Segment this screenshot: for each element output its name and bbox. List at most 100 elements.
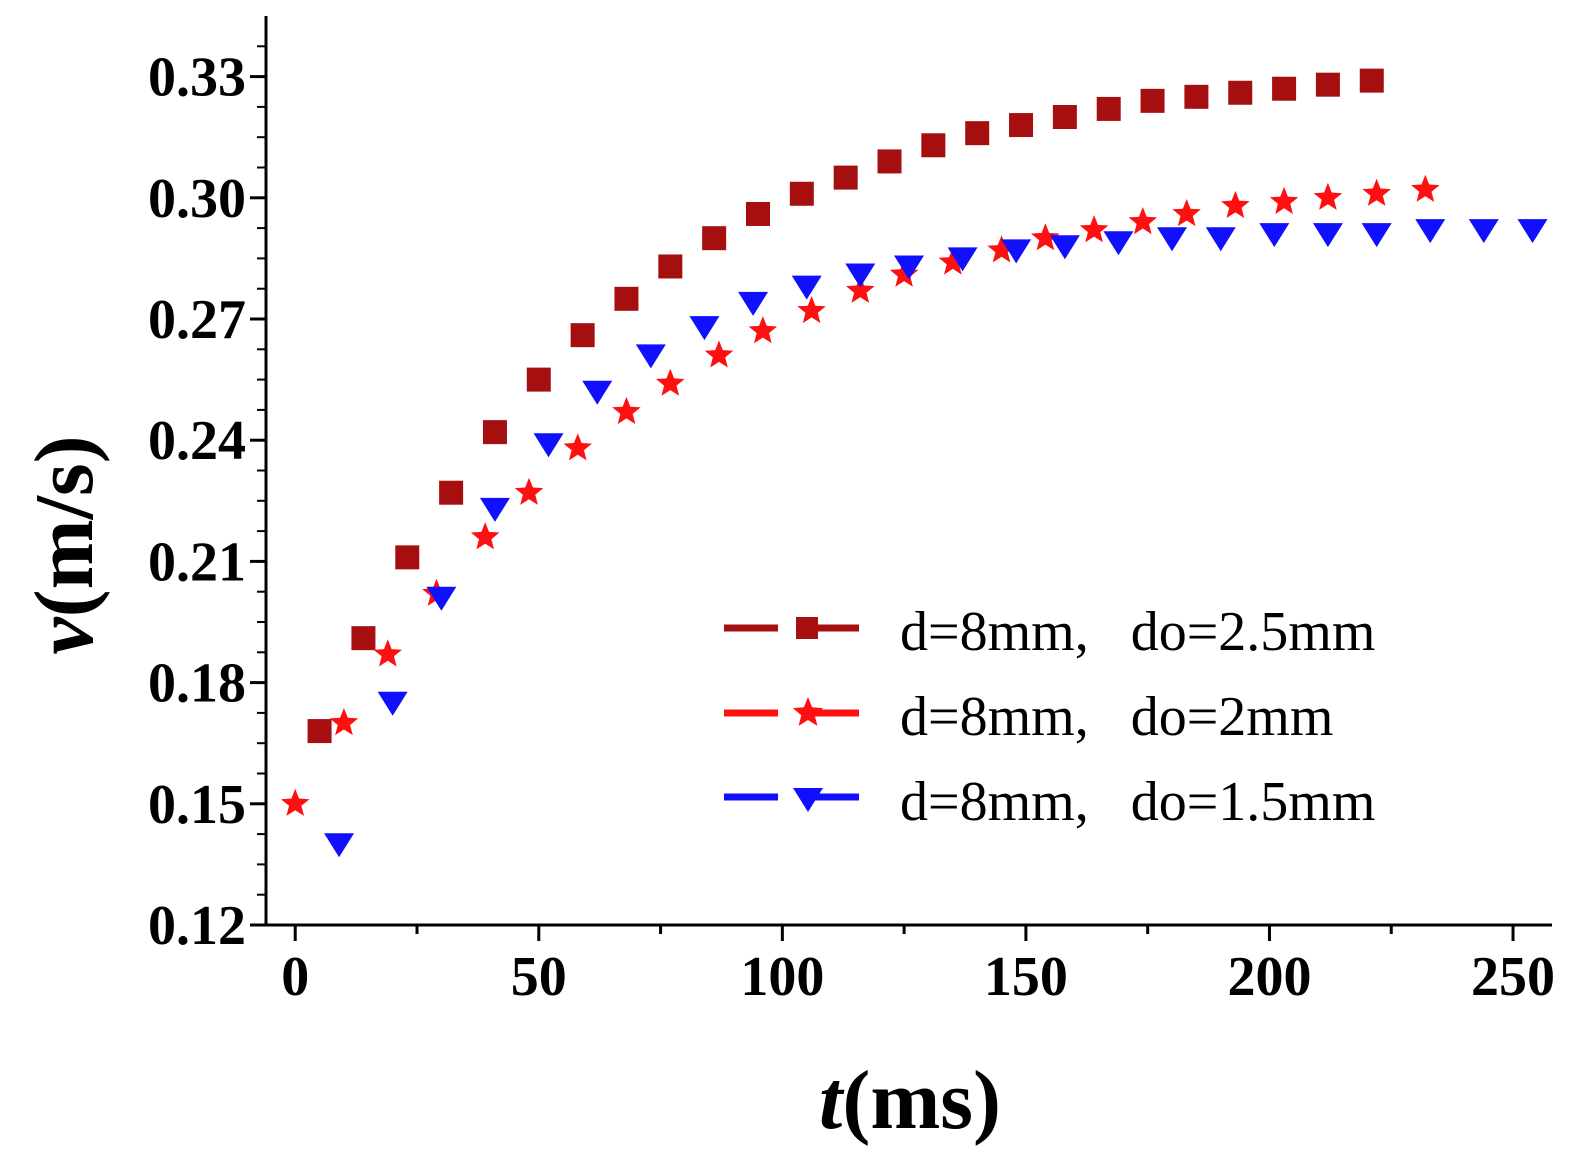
data-point-square	[833, 165, 858, 190]
data-point-triangle	[1001, 239, 1032, 264]
data-point-square	[570, 323, 595, 348]
data-point-square	[482, 420, 507, 445]
data-point-square	[921, 133, 946, 158]
data-point-star	[1221, 190, 1250, 218]
data-point-square	[789, 181, 814, 206]
data-point-star	[1079, 215, 1109, 243]
legend-entry: d=8mm, do=2mm	[724, 686, 1333, 748]
data-point-star	[329, 708, 359, 736]
data-point-square	[1096, 96, 1121, 121]
data-point-square	[351, 626, 376, 651]
data-point-square	[658, 254, 683, 279]
y-tick-label: 0.15	[148, 774, 246, 836]
legend: d=8mm, do=2.5mm d=8mm, do=2mm d=8mm, do=…	[724, 601, 1375, 833]
data-point-square	[1009, 113, 1034, 138]
data-point-star	[889, 259, 919, 287]
series	[307, 68, 1384, 744]
y-tick-label: 0.21	[148, 531, 246, 593]
series	[281, 174, 1440, 816]
data-point-square	[745, 201, 770, 226]
data-point-triangle	[1361, 223, 1392, 248]
data-point-star	[987, 235, 1016, 263]
x-tick-label: 250	[1471, 946, 1555, 1008]
data-point-triangle	[1259, 223, 1290, 248]
data-point-square	[1359, 68, 1384, 93]
series	[324, 219, 1548, 858]
data-point-square	[1272, 76, 1297, 101]
data-point-star	[938, 247, 968, 275]
x-tick-label: 200	[1227, 946, 1311, 1008]
data-point-square	[1052, 105, 1077, 129]
x-axis-title-unit: (ms)	[842, 1054, 1001, 1147]
data-point-square	[965, 121, 990, 146]
data-point-triangle	[479, 497, 510, 522]
x-tick-label: 150	[984, 946, 1068, 1008]
y-axis-title-variable: v	[18, 616, 111, 655]
legend-entry: d=8mm, do=1.5mm	[724, 771, 1375, 833]
y-tick-label: 0.30	[148, 168, 246, 230]
data-point-star	[1411, 174, 1440, 202]
data-point-star	[748, 316, 778, 344]
data-point-square	[702, 226, 727, 251]
data-point-square	[1315, 72, 1340, 97]
data-point-triangle	[845, 263, 876, 288]
y-tick-label: 0.24	[148, 410, 246, 472]
data-point-triangle	[738, 291, 769, 316]
data-point-square	[1228, 80, 1253, 105]
y-tick-label: 0.12	[148, 895, 246, 957]
legend-label: d=8mm, do=2.5mm	[900, 601, 1375, 663]
y-tick-label: 0.18	[148, 653, 246, 715]
data-point-star	[514, 477, 544, 505]
data-point-star	[656, 368, 685, 396]
data-point-square	[439, 480, 464, 505]
data-point-star	[563, 433, 592, 461]
data-point-triangle	[791, 275, 822, 300]
data-point-triangle	[1205, 227, 1236, 252]
data-point-star	[1313, 182, 1343, 210]
data-point-square	[1184, 84, 1209, 109]
data-point-square	[395, 545, 420, 570]
legend-label: d=8mm, do=2mm	[900, 686, 1333, 748]
legend-marker-square	[796, 617, 818, 639]
data-point-triangle	[426, 586, 457, 611]
data-point-triangle	[377, 691, 408, 716]
legend-label: d=8mm, do=1.5mm	[900, 771, 1375, 833]
legend-entry: d=8mm, do=2.5mm	[724, 601, 1375, 663]
x-axis-title: t(ms)	[819, 1054, 1001, 1147]
data-point-square	[877, 149, 902, 174]
data-point-triangle	[635, 344, 666, 369]
data-point-star	[1269, 186, 1299, 214]
data-point-star	[281, 788, 310, 816]
data-point-square	[1140, 88, 1165, 113]
x-tick-label: 100	[740, 946, 824, 1008]
x-tick-label: 0	[281, 946, 309, 1008]
data-point-square	[307, 719, 332, 744]
data-point-triangle	[324, 833, 355, 858]
data-point-star	[1172, 199, 1201, 227]
y-tick-label: 0.27	[148, 289, 246, 351]
legend-marker-star	[792, 697, 824, 726]
data-point-square	[526, 367, 551, 392]
data-point-triangle	[1312, 223, 1343, 248]
data-point-star	[1128, 207, 1158, 235]
x-axis-title-variable: t	[819, 1054, 845, 1147]
data-point-square	[614, 286, 639, 311]
data-point-triangle	[1157, 227, 1188, 252]
data-point-star	[373, 639, 402, 667]
data-point-star	[797, 295, 826, 324]
data-point-star	[1031, 223, 1060, 251]
data-point-triangle	[1049, 235, 1080, 260]
data-point-star	[704, 340, 734, 368]
data-series	[281, 68, 1548, 858]
data-point-triangle	[533, 433, 564, 458]
data-point-triangle	[1415, 219, 1446, 244]
legend-marker-triangle	[793, 788, 823, 812]
data-point-triangle	[1103, 231, 1134, 256]
data-point-triangle	[582, 380, 613, 405]
data-point-triangle	[1468, 219, 1499, 244]
y-tick-label: 0.33	[148, 47, 246, 109]
data-point-triangle	[689, 316, 720, 341]
data-point-star	[612, 396, 641, 425]
data-point-triangle	[894, 255, 924, 280]
y-ticks: 0.12 0.15 0.18 0.21 0.24 0.27 0.30 0.33	[148, 45, 266, 957]
